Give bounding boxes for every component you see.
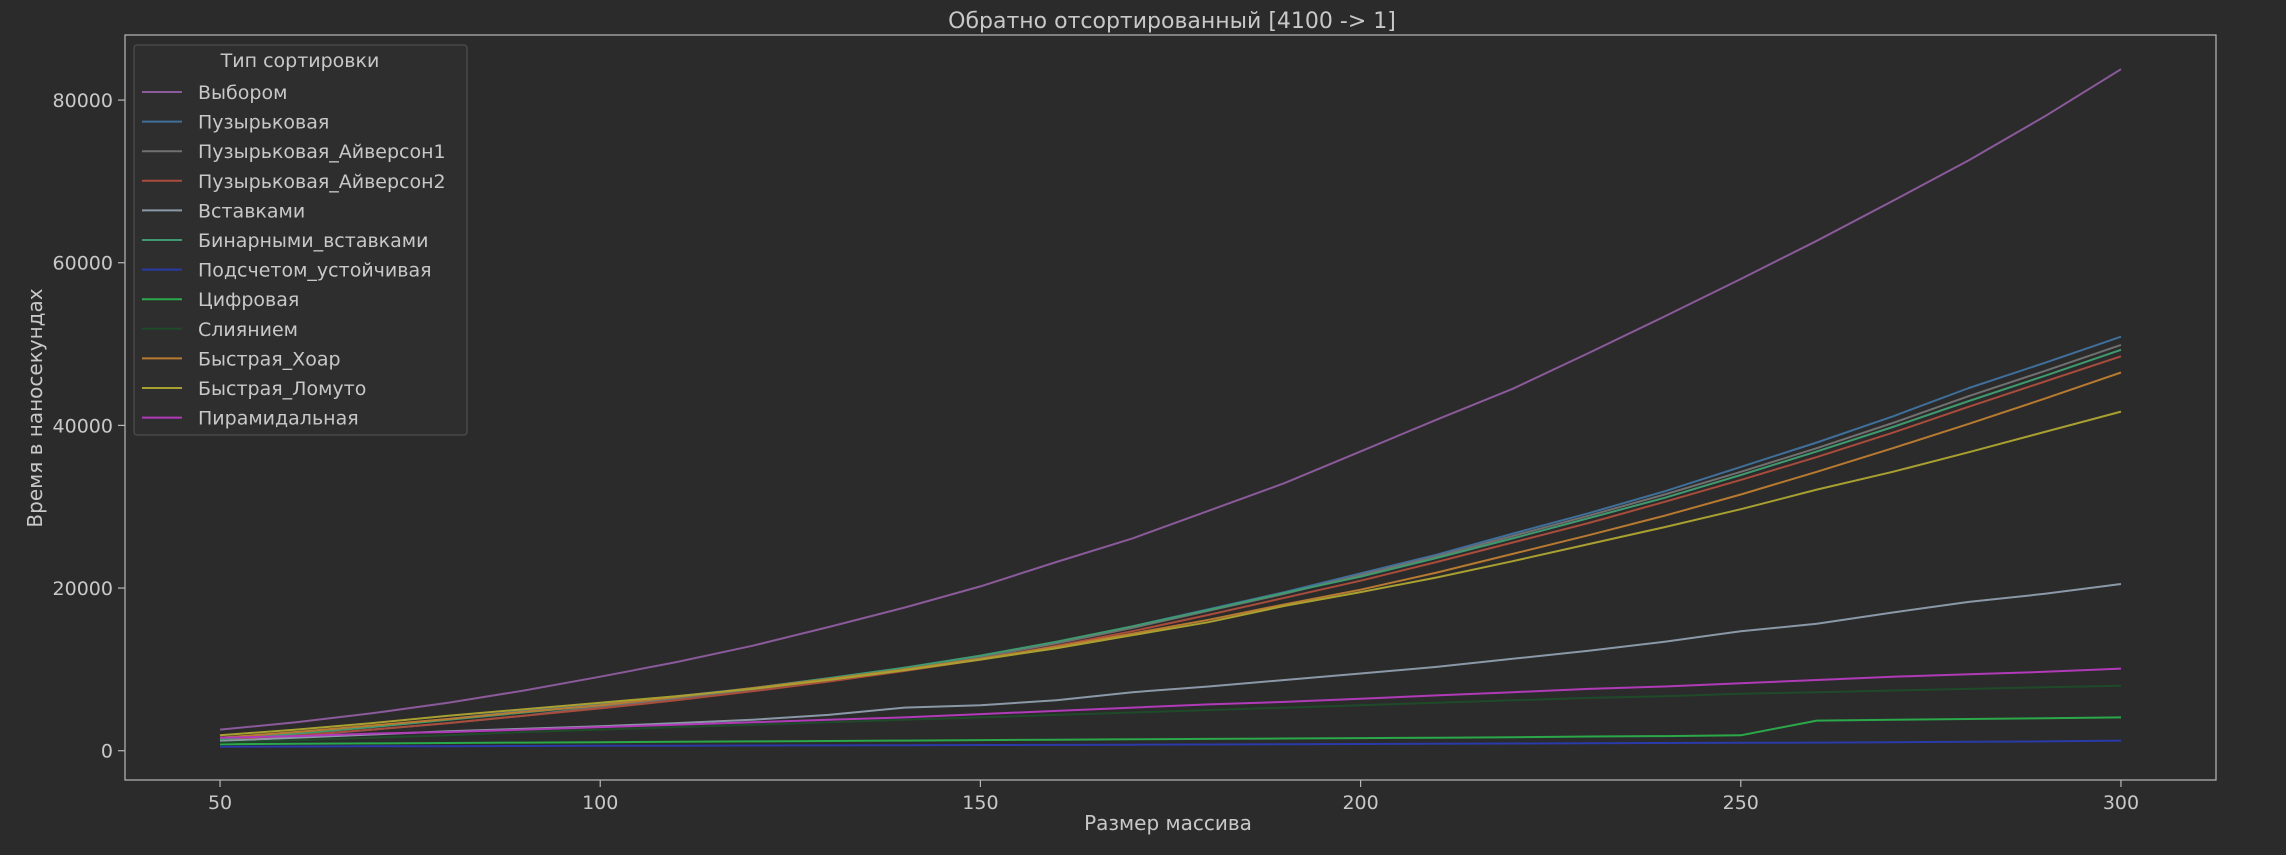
plot-area-frame: [124, 34, 2217, 781]
legend-label: Быстрая_Хоар: [198, 348, 341, 370]
legend-label: Вставками: [198, 200, 305, 222]
x-tick-label: 150: [962, 792, 998, 814]
y-tick-label: 20000: [53, 578, 113, 600]
y-axis-ticks: 0 20000 40000 60000 80000: [53, 90, 125, 763]
legend-title: Тип сортировки: [220, 50, 380, 72]
series-line: [219, 739, 2122, 748]
series-line: [219, 716, 2122, 746]
legend-label: Быстрая_Ломуто: [198, 378, 366, 400]
x-axis-ticks: 50 100 150 200 250 300: [208, 780, 2139, 814]
series-line: [219, 355, 2122, 742]
x-tick-label: 100: [582, 792, 618, 814]
legend-box: [133, 44, 468, 436]
x-axis-label: Размер массива: [1084, 811, 1252, 835]
series-line: [219, 371, 2122, 739]
y-axis-label: Время в наносекундах: [23, 288, 47, 527]
x-tick-label: 250: [1723, 792, 1759, 814]
series-line: [219, 68, 2122, 731]
x-tick-label: 200: [1342, 792, 1378, 814]
legend-label: Слиянием: [198, 319, 298, 341]
legend-label: Пузырьковая: [198, 112, 329, 134]
series-lines: [219, 68, 2122, 748]
legend-entries: Выбором Пузырьковая Пузырьковая_Айверсон1 П…: [142, 82, 446, 430]
legend-label: Подсчетом_устойчивая: [198, 260, 432, 282]
legend-label: Пузырьковая_Айверсон1: [198, 141, 446, 163]
y-tick-label: 60000: [53, 253, 113, 275]
legend: Тип сортировки Выбором Пузырьковая Пузырьк…: [133, 44, 468, 436]
y-tick-label: 40000: [53, 415, 113, 437]
y-tick-label: 80000: [53, 90, 113, 112]
legend-label: Цифровая: [198, 289, 299, 311]
legend-label: Пирамидальная: [198, 408, 359, 430]
x-tick-label: 50: [208, 792, 232, 814]
chart-title: Обратно отсортированный [4100 -> 1]: [948, 9, 1396, 34]
series-line: [219, 684, 2122, 744]
legend-label: Выбором: [198, 82, 287, 104]
x-tick-label: 300: [2103, 792, 2139, 814]
series-line: [219, 667, 2122, 739]
legend-label: Бинарными_вставками: [198, 230, 428, 252]
y-tick-label: 0: [101, 741, 113, 763]
legend-label: Пузырьковая_Айверсон2: [198, 171, 446, 193]
series-line: [219, 410, 2122, 737]
